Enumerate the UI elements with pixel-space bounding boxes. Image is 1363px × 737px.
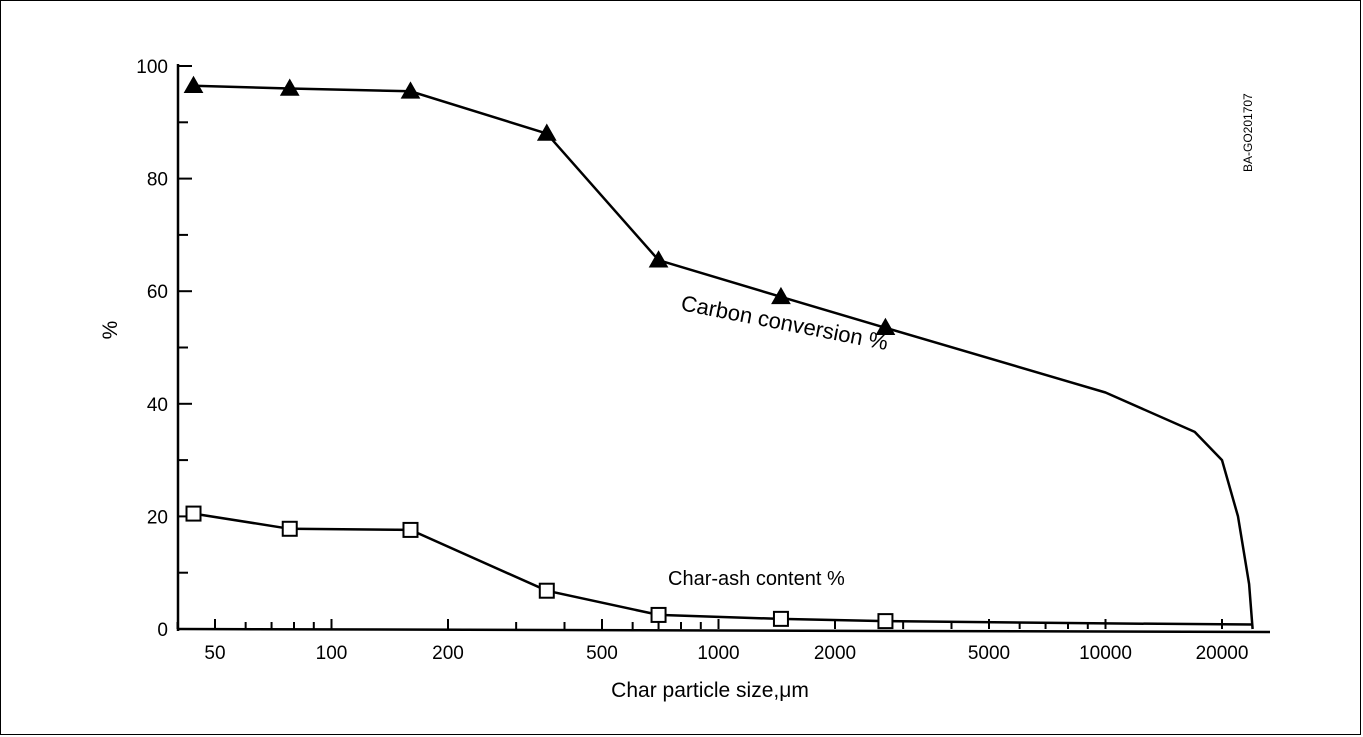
triangle-marker	[875, 317, 896, 336]
square-marker	[877, 613, 894, 630]
x-tick-label: 200	[432, 643, 464, 664]
triangle-marker	[648, 250, 669, 268]
y-tick-label: 80	[147, 170, 168, 191]
axes	[176, 64, 1271, 634]
y-tick-label: 100	[136, 57, 168, 78]
y-axis-title: %	[99, 321, 122, 340]
series-carbon-conversion	[183, 75, 1254, 630]
x-axis-line	[177, 627, 1271, 634]
series-layer	[183, 75, 1254, 630]
triangle-marker	[279, 78, 300, 96]
x-tick-label: 50	[204, 643, 225, 664]
square-marker	[402, 521, 419, 538]
x-tick-label: 500	[586, 643, 618, 664]
x-tick-label: 20000	[1196, 643, 1249, 664]
square-marker	[538, 582, 555, 599]
square-marker	[650, 606, 667, 623]
x-axis-title: Char particle size,μm	[611, 679, 809, 702]
x-tick-label: 1000	[697, 643, 739, 664]
series-curve-extension	[885, 326, 1254, 630]
y-tick-label: 20	[147, 507, 168, 528]
series-curve-extension	[885, 619, 1253, 626]
y-tick-label: 0	[157, 620, 168, 641]
x-tick-label: 2000	[814, 643, 856, 664]
y-ticks: 0 20 40 60 80 100	[136, 57, 192, 641]
series-char-ash-content	[185, 505, 1253, 630]
square-marker	[281, 520, 298, 537]
square-marker	[185, 505, 202, 522]
square-marker	[772, 610, 789, 627]
char-ash-content-label: Char-ash content %	[668, 568, 845, 590]
y-tick-label: 60	[147, 282, 168, 303]
x-tick-label: 100	[316, 643, 348, 664]
triangle-marker	[400, 81, 421, 99]
x-ticks: 50 100 200 500 1000 2000 5000 10000 20000	[176, 619, 1249, 664]
x-tick-label: 5000	[968, 643, 1010, 664]
triangle-marker	[183, 75, 204, 93]
figure-id-label: BA-GO201707	[1241, 93, 1255, 172]
triangle-marker	[536, 123, 557, 141]
x-tick-label: 10000	[1079, 643, 1132, 664]
y-tick-label: 40	[147, 395, 168, 416]
triangle-marker	[771, 286, 791, 305]
